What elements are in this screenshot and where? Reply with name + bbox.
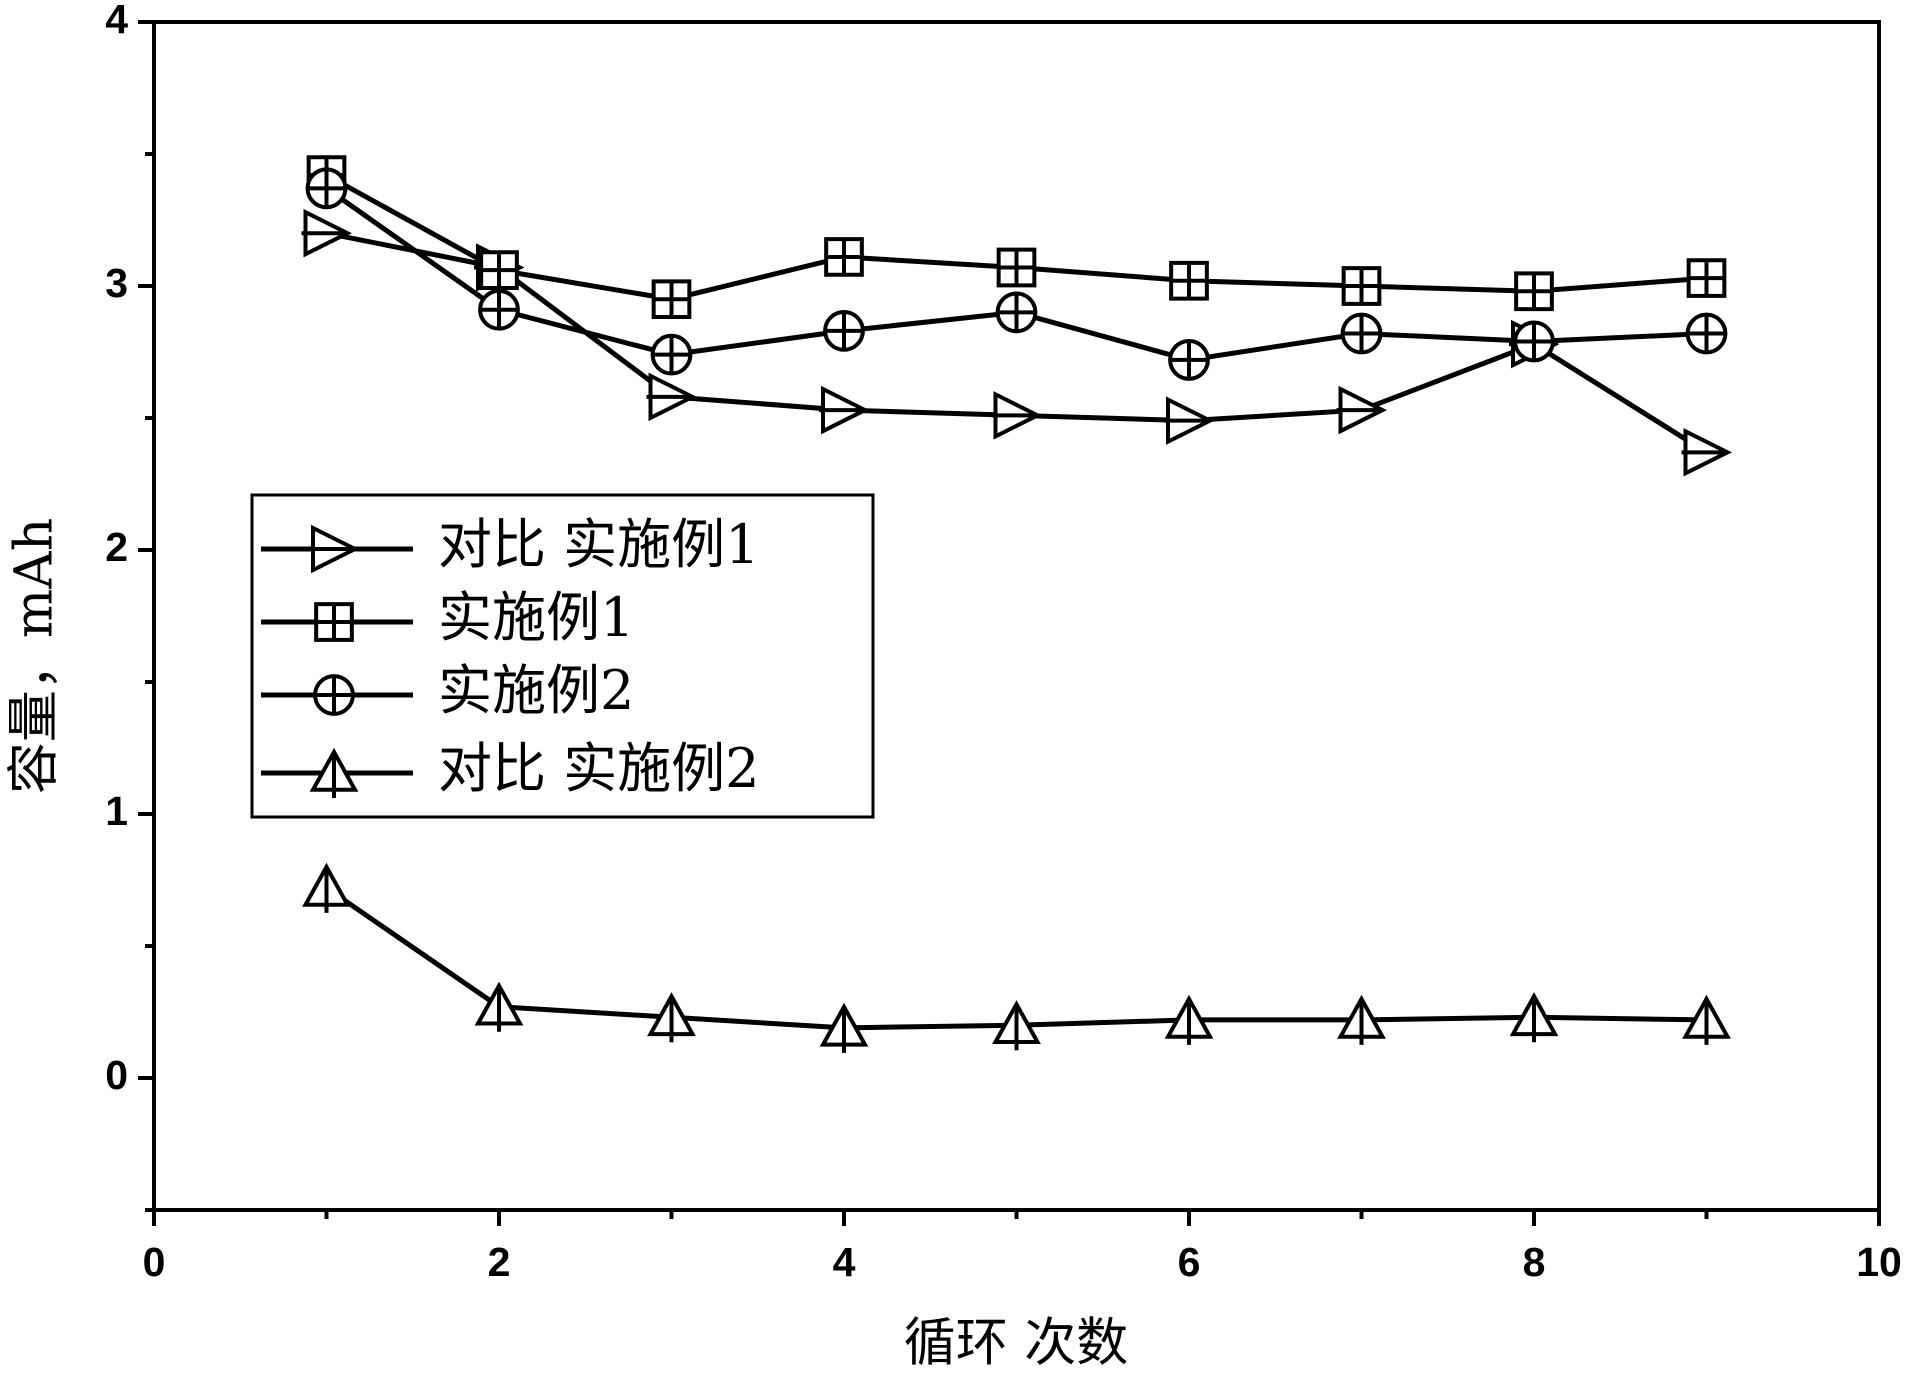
marker (1509, 992, 1559, 1043)
x-tick-label: 0 (143, 1239, 166, 1285)
x-tick-label: 8 (1523, 1239, 1546, 1285)
legend-label: 对比 实施例2 (438, 737, 760, 800)
y-tick-label: 0 (105, 1052, 128, 1098)
x-tick-label: 4 (833, 1239, 856, 1285)
marker (819, 1002, 869, 1053)
marker (1168, 339, 1210, 381)
marker (647, 992, 696, 1043)
x-axis-label: 循环 次数 (904, 1314, 1129, 1374)
marker (1513, 320, 1555, 363)
x-tick-label: 10 (1856, 1239, 1902, 1285)
legend-marker (309, 524, 360, 574)
marker (301, 208, 352, 258)
y-tick-label: 4 (105, 0, 128, 42)
marker (305, 167, 348, 210)
marker (1681, 428, 1732, 477)
legend-label: 实施例1 (438, 586, 634, 649)
marker (819, 385, 870, 435)
x-tick-label: 6 (1178, 1239, 1201, 1285)
marker (1685, 312, 1728, 355)
marker (1341, 266, 1382, 306)
legend-marker (309, 747, 359, 798)
marker (824, 237, 864, 277)
marker (302, 862, 351, 913)
legend-label: 实施例2 (438, 659, 634, 722)
x-tick-label: 2 (488, 1239, 511, 1285)
marker (1336, 385, 1387, 435)
marker (995, 291, 1038, 334)
legend-marker (313, 674, 355, 716)
marker (823, 310, 865, 352)
marker (478, 288, 520, 331)
marker (1164, 396, 1215, 445)
y-tick-label: 2 (105, 524, 128, 570)
marker (650, 333, 693, 376)
marker (1514, 271, 1554, 312)
marker (991, 391, 1042, 440)
marker (1164, 994, 1214, 1045)
marker (1337, 994, 1386, 1045)
legend-label: 对比 实施例1 (438, 513, 760, 576)
marker (1340, 312, 1383, 355)
marker (646, 372, 697, 422)
y-tick-label: 1 (105, 788, 128, 834)
y-tick-label: 3 (105, 260, 128, 306)
marker (1686, 258, 1727, 298)
legend-marker (314, 602, 354, 642)
y-axis-label: 容量，mAh (5, 518, 65, 794)
marker (1682, 994, 1731, 1045)
marker (474, 981, 524, 1032)
marker (651, 279, 692, 320)
marker (996, 247, 1037, 288)
marker (1169, 260, 1209, 301)
marker (479, 250, 519, 291)
marker (992, 1000, 1041, 1051)
